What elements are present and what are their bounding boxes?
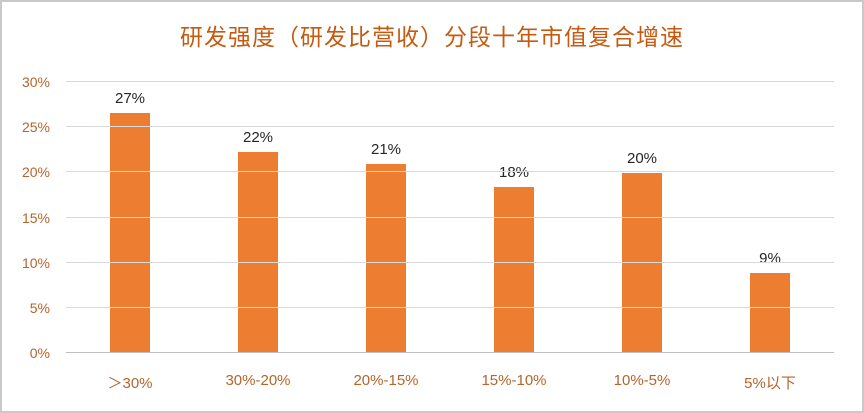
bar	[238, 152, 278, 353]
y-tick-label: 25%	[21, 119, 50, 136]
bars: 27% 22% 21% 18% 20% 9%	[66, 82, 834, 353]
x-tick-label: 15%-10%	[481, 372, 547, 389]
bar	[494, 186, 534, 353]
gridline	[66, 126, 834, 128]
x-tick-label: 5%以下	[744, 375, 796, 392]
bar-column: 27%	[66, 82, 194, 353]
bar-column: 21%	[322, 82, 450, 353]
x-axis-labels: ＞30% 30%-20% 20%-15% 15%-10% 10%-5% 5%以下	[66, 372, 834, 393]
bar-column: 18%	[450, 82, 578, 353]
y-tick-label: 15%	[21, 209, 50, 226]
chart-title: 研发强度（研发比营收）分段十年市值复合增速	[180, 24, 684, 50]
bar-value-label: 27%	[114, 89, 146, 107]
gridline	[66, 261, 834, 263]
x-tick-label: 20%-15%	[353, 372, 419, 389]
bar	[622, 173, 662, 353]
gridline	[66, 306, 834, 308]
bar-value-label: 22%	[242, 129, 274, 147]
y-tick-label: 5%	[29, 299, 50, 316]
y-tick-label: 10%	[21, 254, 50, 271]
gridline	[66, 216, 834, 218]
x-tick-label: 30%-20%	[225, 372, 291, 389]
bar-column: 9%	[706, 82, 834, 353]
bar	[110, 112, 150, 353]
y-tick-label: 30%	[21, 74, 50, 90]
y-axis-labels: 0% 5% 10% 15% 20% 25% 30%	[2, 74, 58, 361]
x-axis-line	[66, 352, 834, 353]
bar-column: 22%	[194, 82, 322, 353]
bar-value-label: 9%	[759, 249, 781, 267]
bar-value-label: 21%	[370, 141, 402, 159]
bar	[750, 272, 790, 353]
x-tick-label: 10%-5%	[613, 372, 671, 389]
bar-column: 20%	[578, 82, 706, 353]
plot-area: 27% 22% 21% 18% 20% 9%	[66, 81, 834, 353]
y-tick-label: 20%	[21, 164, 50, 181]
bar-value-label: 20%	[626, 150, 658, 168]
y-tick-label: 0%	[29, 345, 50, 361]
x-tick-label: ＞30%	[107, 375, 153, 392]
bar	[366, 164, 406, 353]
gridline	[66, 171, 834, 173]
gridline	[66, 81, 834, 82]
